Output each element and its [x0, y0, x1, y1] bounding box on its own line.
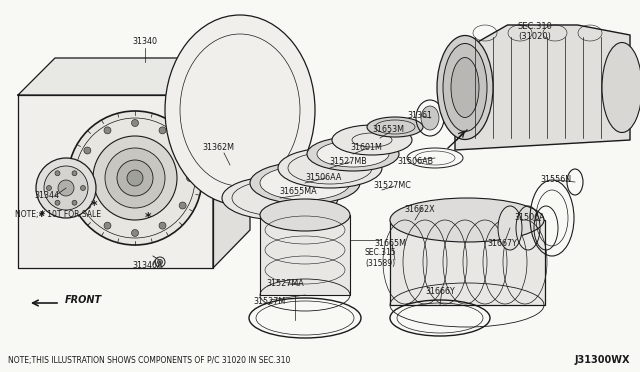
Ellipse shape: [602, 42, 640, 132]
Bar: [390, 220, 545, 305]
Bar: [260, 215, 350, 295]
Polygon shape: [18, 95, 213, 268]
Text: 31527M: 31527M: [254, 298, 286, 307]
Ellipse shape: [250, 162, 360, 204]
Ellipse shape: [81, 186, 86, 190]
Text: *: *: [91, 199, 97, 212]
Ellipse shape: [317, 141, 389, 167]
Ellipse shape: [36, 158, 96, 218]
Text: 31556N: 31556N: [540, 176, 572, 185]
Text: SEC.310
(31020): SEC.310 (31020): [518, 22, 552, 41]
Text: 31653M: 31653M: [372, 125, 404, 135]
Text: 31340: 31340: [132, 38, 157, 46]
Ellipse shape: [307, 137, 399, 171]
Ellipse shape: [105, 148, 165, 208]
Ellipse shape: [451, 58, 479, 118]
Polygon shape: [213, 58, 250, 268]
Ellipse shape: [68, 111, 202, 245]
Text: 31527MC: 31527MC: [373, 180, 411, 189]
Text: 31667Y: 31667Y: [487, 238, 517, 247]
Text: 31340A: 31340A: [132, 260, 163, 269]
Ellipse shape: [498, 206, 522, 250]
Ellipse shape: [72, 171, 77, 176]
Ellipse shape: [222, 176, 338, 220]
Ellipse shape: [443, 44, 487, 131]
Ellipse shape: [159, 222, 166, 229]
Ellipse shape: [186, 174, 193, 182]
Ellipse shape: [55, 200, 60, 205]
Text: SEC.315
(31589): SEC.315 (31589): [364, 248, 396, 268]
Text: 31506A: 31506A: [515, 214, 545, 222]
Polygon shape: [18, 58, 250, 95]
Ellipse shape: [77, 174, 83, 182]
Ellipse shape: [104, 222, 111, 229]
Text: 31527MB: 31527MB: [329, 157, 367, 166]
Ellipse shape: [44, 166, 88, 210]
Ellipse shape: [367, 117, 423, 137]
Text: 31655MA: 31655MA: [279, 187, 317, 196]
Text: 31527MA: 31527MA: [266, 279, 304, 288]
Ellipse shape: [278, 148, 382, 188]
Ellipse shape: [127, 170, 143, 186]
Ellipse shape: [437, 35, 493, 140]
Ellipse shape: [72, 200, 77, 205]
Text: NOTE;✱ 10T FOR SALE: NOTE;✱ 10T FOR SALE: [15, 211, 101, 219]
Ellipse shape: [332, 125, 412, 155]
Text: 31506AB: 31506AB: [397, 157, 433, 167]
Ellipse shape: [157, 260, 163, 264]
Text: *: *: [40, 210, 45, 220]
Ellipse shape: [390, 198, 544, 242]
Ellipse shape: [179, 147, 186, 154]
Polygon shape: [455, 25, 630, 150]
Text: 31662X: 31662X: [404, 205, 435, 215]
Text: 31362M: 31362M: [202, 144, 234, 153]
Ellipse shape: [55, 171, 60, 176]
Ellipse shape: [421, 106, 439, 130]
Ellipse shape: [104, 127, 111, 134]
Ellipse shape: [117, 160, 153, 196]
Ellipse shape: [260, 166, 350, 200]
Text: 31361: 31361: [408, 110, 433, 119]
Ellipse shape: [93, 136, 177, 220]
Ellipse shape: [165, 15, 315, 205]
Text: FRONT: FRONT: [65, 295, 102, 305]
Text: 31665M: 31665M: [374, 238, 406, 247]
Text: 31666Y: 31666Y: [425, 288, 455, 296]
Ellipse shape: [58, 180, 74, 196]
Ellipse shape: [84, 202, 91, 209]
Ellipse shape: [84, 147, 91, 154]
Text: 31344: 31344: [35, 192, 60, 201]
Text: 31506AA: 31506AA: [306, 173, 342, 182]
Ellipse shape: [131, 230, 138, 237]
Ellipse shape: [260, 199, 350, 231]
Ellipse shape: [131, 119, 138, 126]
Ellipse shape: [47, 186, 51, 190]
Text: 31601M: 31601M: [350, 142, 382, 151]
Ellipse shape: [179, 202, 186, 209]
Ellipse shape: [159, 127, 166, 134]
Text: J31300WX: J31300WX: [575, 355, 630, 365]
Text: *: *: [145, 212, 151, 224]
Text: NOTE;THIS ILLUSTRATION SHOWS COMPONENTS OF P/C 31020 IN SEC.310: NOTE;THIS ILLUSTRATION SHOWS COMPONENTS …: [8, 356, 291, 365]
